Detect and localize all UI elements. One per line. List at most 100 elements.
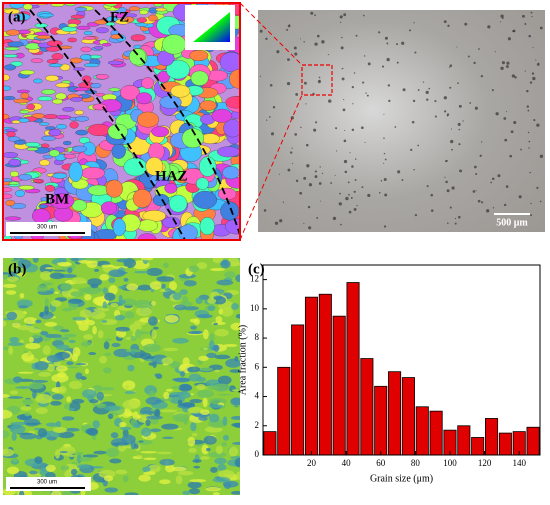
inclusion bbox=[401, 41, 405, 45]
kam-patch bbox=[44, 304, 49, 315]
grain bbox=[8, 158, 22, 167]
inclusion bbox=[450, 139, 454, 144]
inclusion bbox=[511, 74, 516, 78]
kam-patch bbox=[103, 475, 114, 482]
kam-patch bbox=[84, 368, 89, 375]
inclusion bbox=[532, 76, 536, 81]
grain bbox=[190, 70, 209, 86]
kam-patch bbox=[206, 352, 217, 359]
kam-patch bbox=[143, 471, 156, 476]
kam-patch bbox=[190, 325, 197, 330]
grain bbox=[87, 123, 111, 136]
kam-patch bbox=[35, 319, 42, 324]
inclusion bbox=[444, 176, 446, 178]
inclusion bbox=[417, 144, 420, 147]
kam-patch bbox=[24, 412, 31, 417]
inclusion bbox=[486, 209, 490, 213]
inclusion bbox=[269, 83, 273, 87]
grain bbox=[18, 173, 33, 181]
grain bbox=[145, 157, 164, 176]
kam-patch bbox=[29, 470, 38, 475]
inclusion bbox=[454, 217, 457, 220]
kam-patch bbox=[46, 436, 57, 441]
kam-patch bbox=[152, 361, 157, 368]
kam-patch bbox=[57, 371, 67, 378]
grain bbox=[7, 41, 24, 48]
x-tick-label: 100 bbox=[443, 458, 457, 468]
grain bbox=[40, 197, 50, 202]
kam-patch bbox=[50, 490, 62, 495]
grain bbox=[83, 36, 96, 40]
inclusion bbox=[531, 72, 535, 75]
grain bbox=[61, 26, 78, 32]
inclusion bbox=[299, 191, 303, 195]
kam-patch bbox=[101, 264, 115, 268]
inclusion bbox=[383, 152, 386, 155]
inclusion bbox=[388, 99, 391, 103]
inclusion bbox=[367, 193, 371, 198]
inclusion bbox=[332, 216, 337, 221]
kam-patch bbox=[90, 310, 106, 320]
kam-patch bbox=[212, 477, 231, 483]
x-tick-label: 40 bbox=[342, 458, 352, 468]
grain bbox=[69, 121, 79, 129]
grain bbox=[6, 131, 16, 138]
inclusion bbox=[279, 219, 283, 223]
inclusion bbox=[353, 72, 356, 74]
kam-patch bbox=[32, 334, 41, 339]
kam-patch bbox=[154, 373, 161, 377]
kam-patch bbox=[76, 454, 82, 464]
grain bbox=[69, 57, 83, 64]
inclusion bbox=[259, 29, 263, 33]
kam-patch bbox=[115, 469, 128, 475]
y-axis-label: Area fraction (%) bbox=[237, 325, 248, 396]
grain bbox=[32, 179, 43, 183]
inclusion bbox=[300, 38, 302, 40]
inclusion bbox=[467, 55, 470, 58]
inclusion bbox=[539, 154, 544, 158]
kam-patch bbox=[36, 285, 49, 293]
inclusion bbox=[348, 210, 352, 214]
inclusion bbox=[306, 164, 310, 168]
inclusion bbox=[386, 42, 389, 45]
kam-patch bbox=[12, 322, 21, 328]
kam-patch bbox=[67, 454, 76, 457]
inclusion bbox=[335, 127, 338, 130]
grain bbox=[16, 89, 30, 94]
kam-patch bbox=[45, 422, 59, 427]
grain bbox=[162, 216, 181, 229]
inclusion bbox=[362, 81, 365, 84]
kam-patch bbox=[212, 258, 223, 264]
kam-patch bbox=[29, 336, 34, 343]
kam-patch bbox=[7, 276, 19, 282]
grain bbox=[196, 177, 209, 190]
inclusion bbox=[505, 185, 509, 188]
kam-patch bbox=[45, 333, 62, 338]
inclusion bbox=[303, 176, 307, 180]
inclusion bbox=[367, 62, 371, 66]
inclusion bbox=[521, 14, 525, 18]
kam-patch bbox=[87, 278, 102, 287]
kam-patch bbox=[199, 367, 213, 372]
kam-patch bbox=[40, 331, 49, 336]
grain bbox=[74, 110, 84, 116]
inclusion bbox=[328, 99, 332, 103]
kam-patch bbox=[55, 344, 70, 350]
grain bbox=[136, 17, 148, 23]
inclusion bbox=[503, 117, 507, 120]
inclusion bbox=[336, 150, 338, 152]
kam-patch bbox=[148, 464, 161, 473]
plot-frame bbox=[262, 264, 541, 456]
kam-patch bbox=[60, 329, 70, 333]
inclusion bbox=[524, 70, 526, 72]
grain bbox=[48, 149, 60, 157]
kam-patch bbox=[124, 311, 135, 319]
grain bbox=[73, 67, 85, 71]
inclusion bbox=[475, 190, 477, 192]
kam-patch bbox=[67, 298, 83, 304]
grain bbox=[18, 118, 30, 123]
inclusion bbox=[478, 48, 480, 50]
inclusion bbox=[314, 14, 316, 17]
kam-patch bbox=[181, 295, 189, 304]
kam-patch bbox=[160, 409, 178, 413]
